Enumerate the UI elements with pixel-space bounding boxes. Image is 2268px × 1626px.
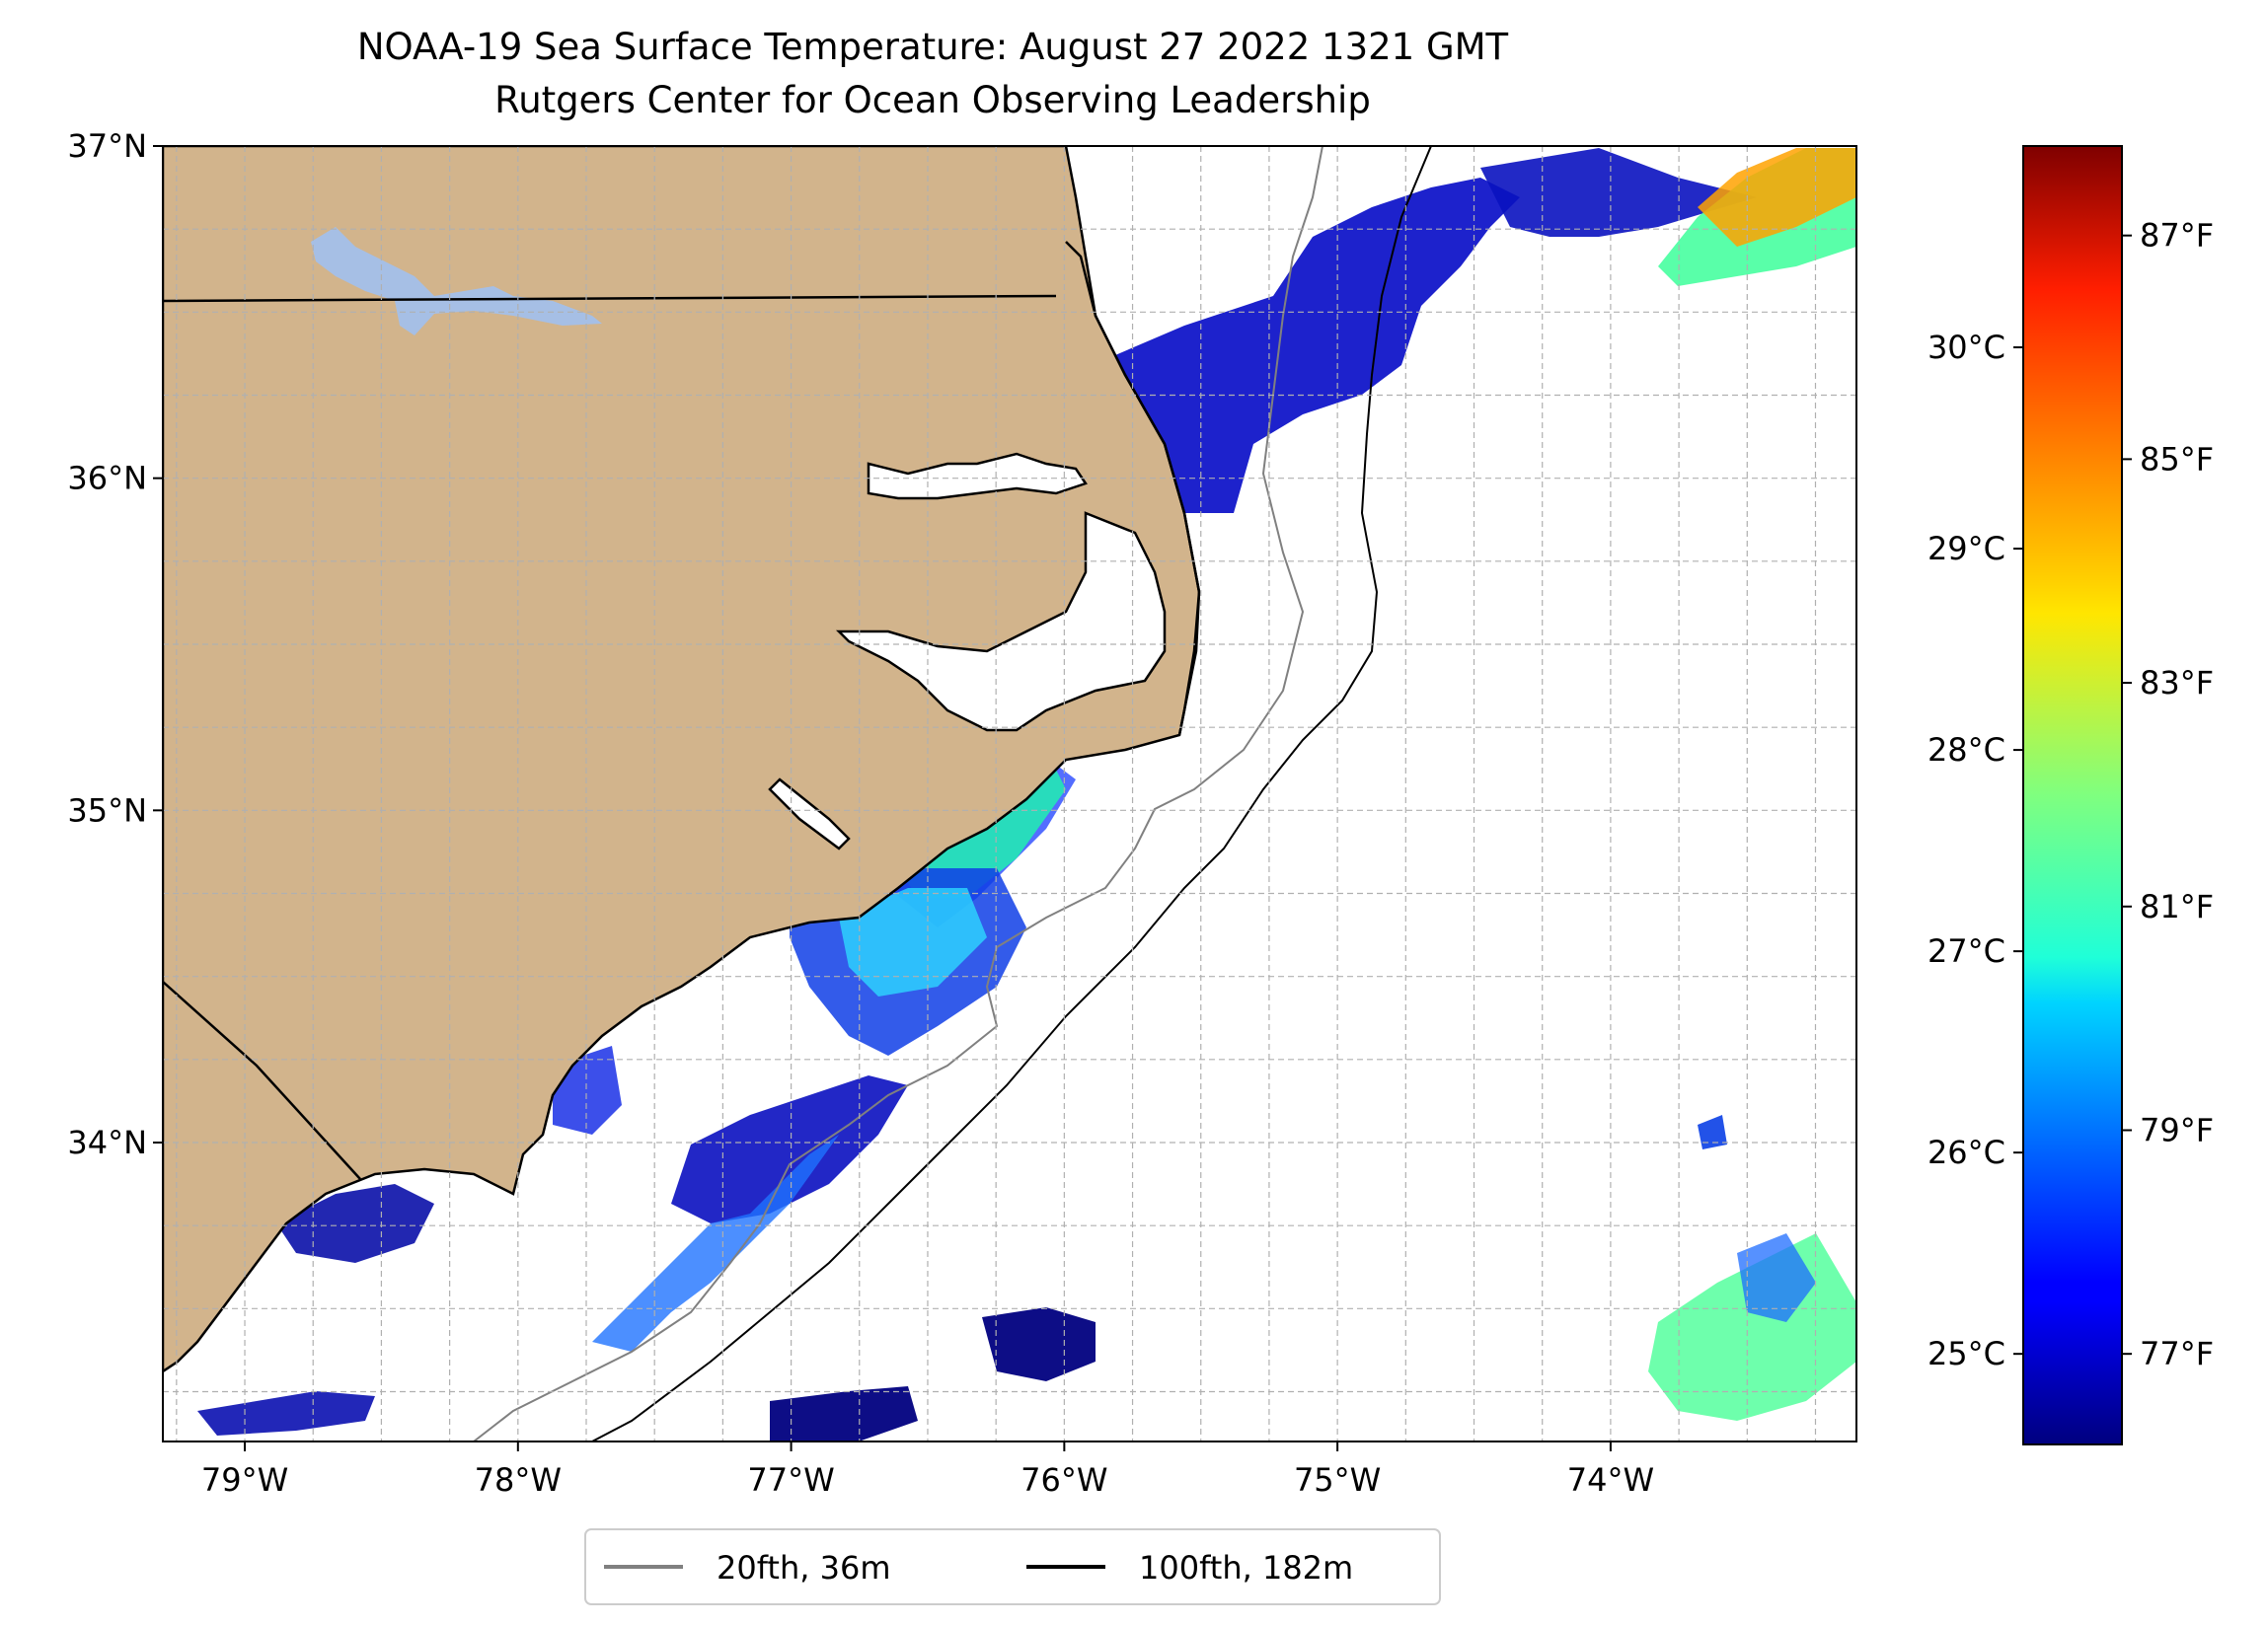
contour-100fth bbox=[591, 146, 1432, 1441]
latitude-axis: 37°N 36°N 35°N 34°N bbox=[67, 127, 163, 1161]
sst-swath-onslow-warm bbox=[839, 888, 987, 997]
legend: 20fth, 36m 100fth, 182m bbox=[584, 1528, 1441, 1605]
lat-tick-label: 35°N bbox=[67, 791, 147, 829]
lon-tick-label: 77°W bbox=[747, 1461, 834, 1499]
sst-swath-long-bay bbox=[671, 1075, 908, 1223]
colorbar-fahrenheit-label: 81°F bbox=[2140, 888, 2214, 925]
map-title: NOAA-19 Sea Surface Temperature: August … bbox=[356, 26, 1509, 68]
colorbar-fahrenheit-label: 83°F bbox=[2140, 664, 2214, 702]
lon-tick-label: 74°W bbox=[1567, 1461, 1654, 1499]
sst-swath-se-cool bbox=[1737, 1233, 1816, 1322]
legend-label-100fth: 100fth, 182m bbox=[1139, 1549, 1353, 1587]
lon-tick-label: 79°W bbox=[201, 1461, 288, 1499]
colorbar-fahrenheit-label: 85°F bbox=[2140, 440, 2214, 478]
legend-label-20fth: 20fth, 36m bbox=[717, 1549, 890, 1587]
colorbar: 30°C 29°C 28°C 27°C 26°C 25°C 87°F 85°F 83°F 81°… bbox=[1928, 145, 2214, 1445]
colorbar-fahrenheit-label: 79°F bbox=[2140, 1111, 2214, 1148]
longitude-axis: 79°W 78°W 77°W 76°W 75°W 74°W bbox=[201, 1441, 1654, 1499]
sst-swath-offshore-b bbox=[770, 1386, 918, 1441]
contour-20fth bbox=[473, 146, 1323, 1441]
lon-tick-label: 75°W bbox=[1294, 1461, 1381, 1499]
map-subtitle: Rutgers Center for Ocean Observing Leade… bbox=[494, 79, 1371, 121]
colorbar-celsius-labels: 30°C 29°C 28°C 27°C 26°C 25°C bbox=[1928, 329, 2023, 1372]
colorbar-celsius-label: 28°C bbox=[1928, 731, 2005, 769]
pamlico-sound bbox=[835, 511, 1167, 732]
sst-swath-ne-hot bbox=[1698, 148, 1856, 247]
sst-swath-small-east bbox=[1698, 1115, 1727, 1149]
colorbar-fahrenheit-labels: 87°F 85°F 83°F 81°F 79°F 77°F bbox=[2122, 217, 2214, 1372]
lon-tick-label: 78°W bbox=[475, 1461, 562, 1499]
legend-box bbox=[584, 1528, 1441, 1605]
lat-tick-label: 36°N bbox=[67, 460, 147, 497]
colorbar-fahrenheit-label: 77°F bbox=[2140, 1335, 2214, 1372]
state-border-va-nc bbox=[163, 294, 1057, 303]
lon-tick-label: 76°W bbox=[1021, 1461, 1107, 1499]
colorbar-gradient bbox=[2022, 145, 2123, 1445]
albemarle-sound bbox=[867, 452, 1088, 500]
colorbar-celsius-label: 29°C bbox=[1928, 530, 2005, 567]
colorbar-celsius-label: 26°C bbox=[1928, 1134, 2005, 1171]
neuse-river bbox=[768, 777, 851, 850]
colorbar-celsius-label: 30°C bbox=[1928, 329, 2005, 366]
colorbar-fahrenheit-label: 87°F bbox=[2140, 217, 2214, 255]
lat-tick-label: 37°N bbox=[67, 127, 147, 165]
lat-tick-label: 34°N bbox=[67, 1124, 147, 1161]
colorbar-celsius-label: 25°C bbox=[1928, 1335, 2005, 1372]
sst-swath-south-edge bbox=[197, 1391, 375, 1436]
kerr-lake bbox=[311, 227, 602, 335]
sst-swath-north-shelf bbox=[1115, 178, 1520, 513]
map-area bbox=[163, 146, 1856, 1441]
sst-swath-offshore-a bbox=[982, 1307, 1096, 1381]
state-border-nc-sc bbox=[163, 981, 361, 1180]
colorbar-celsius-label: 27°C bbox=[1928, 932, 2005, 970]
sst-swath-northeast bbox=[1480, 148, 1757, 237]
map-gridlines bbox=[163, 145, 1856, 1441]
map-frame bbox=[162, 145, 1857, 1442]
sst-swath-sw-shelf bbox=[276, 1184, 434, 1263]
